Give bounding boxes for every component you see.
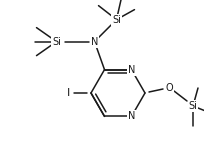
Text: I: I — [67, 88, 71, 98]
Text: Si: Si — [52, 37, 61, 47]
Text: N: N — [128, 111, 135, 121]
Text: Si: Si — [112, 15, 121, 25]
Text: N: N — [91, 37, 98, 47]
Text: N: N — [128, 65, 135, 75]
Text: Si: Si — [188, 101, 197, 111]
Text: O: O — [165, 83, 173, 93]
